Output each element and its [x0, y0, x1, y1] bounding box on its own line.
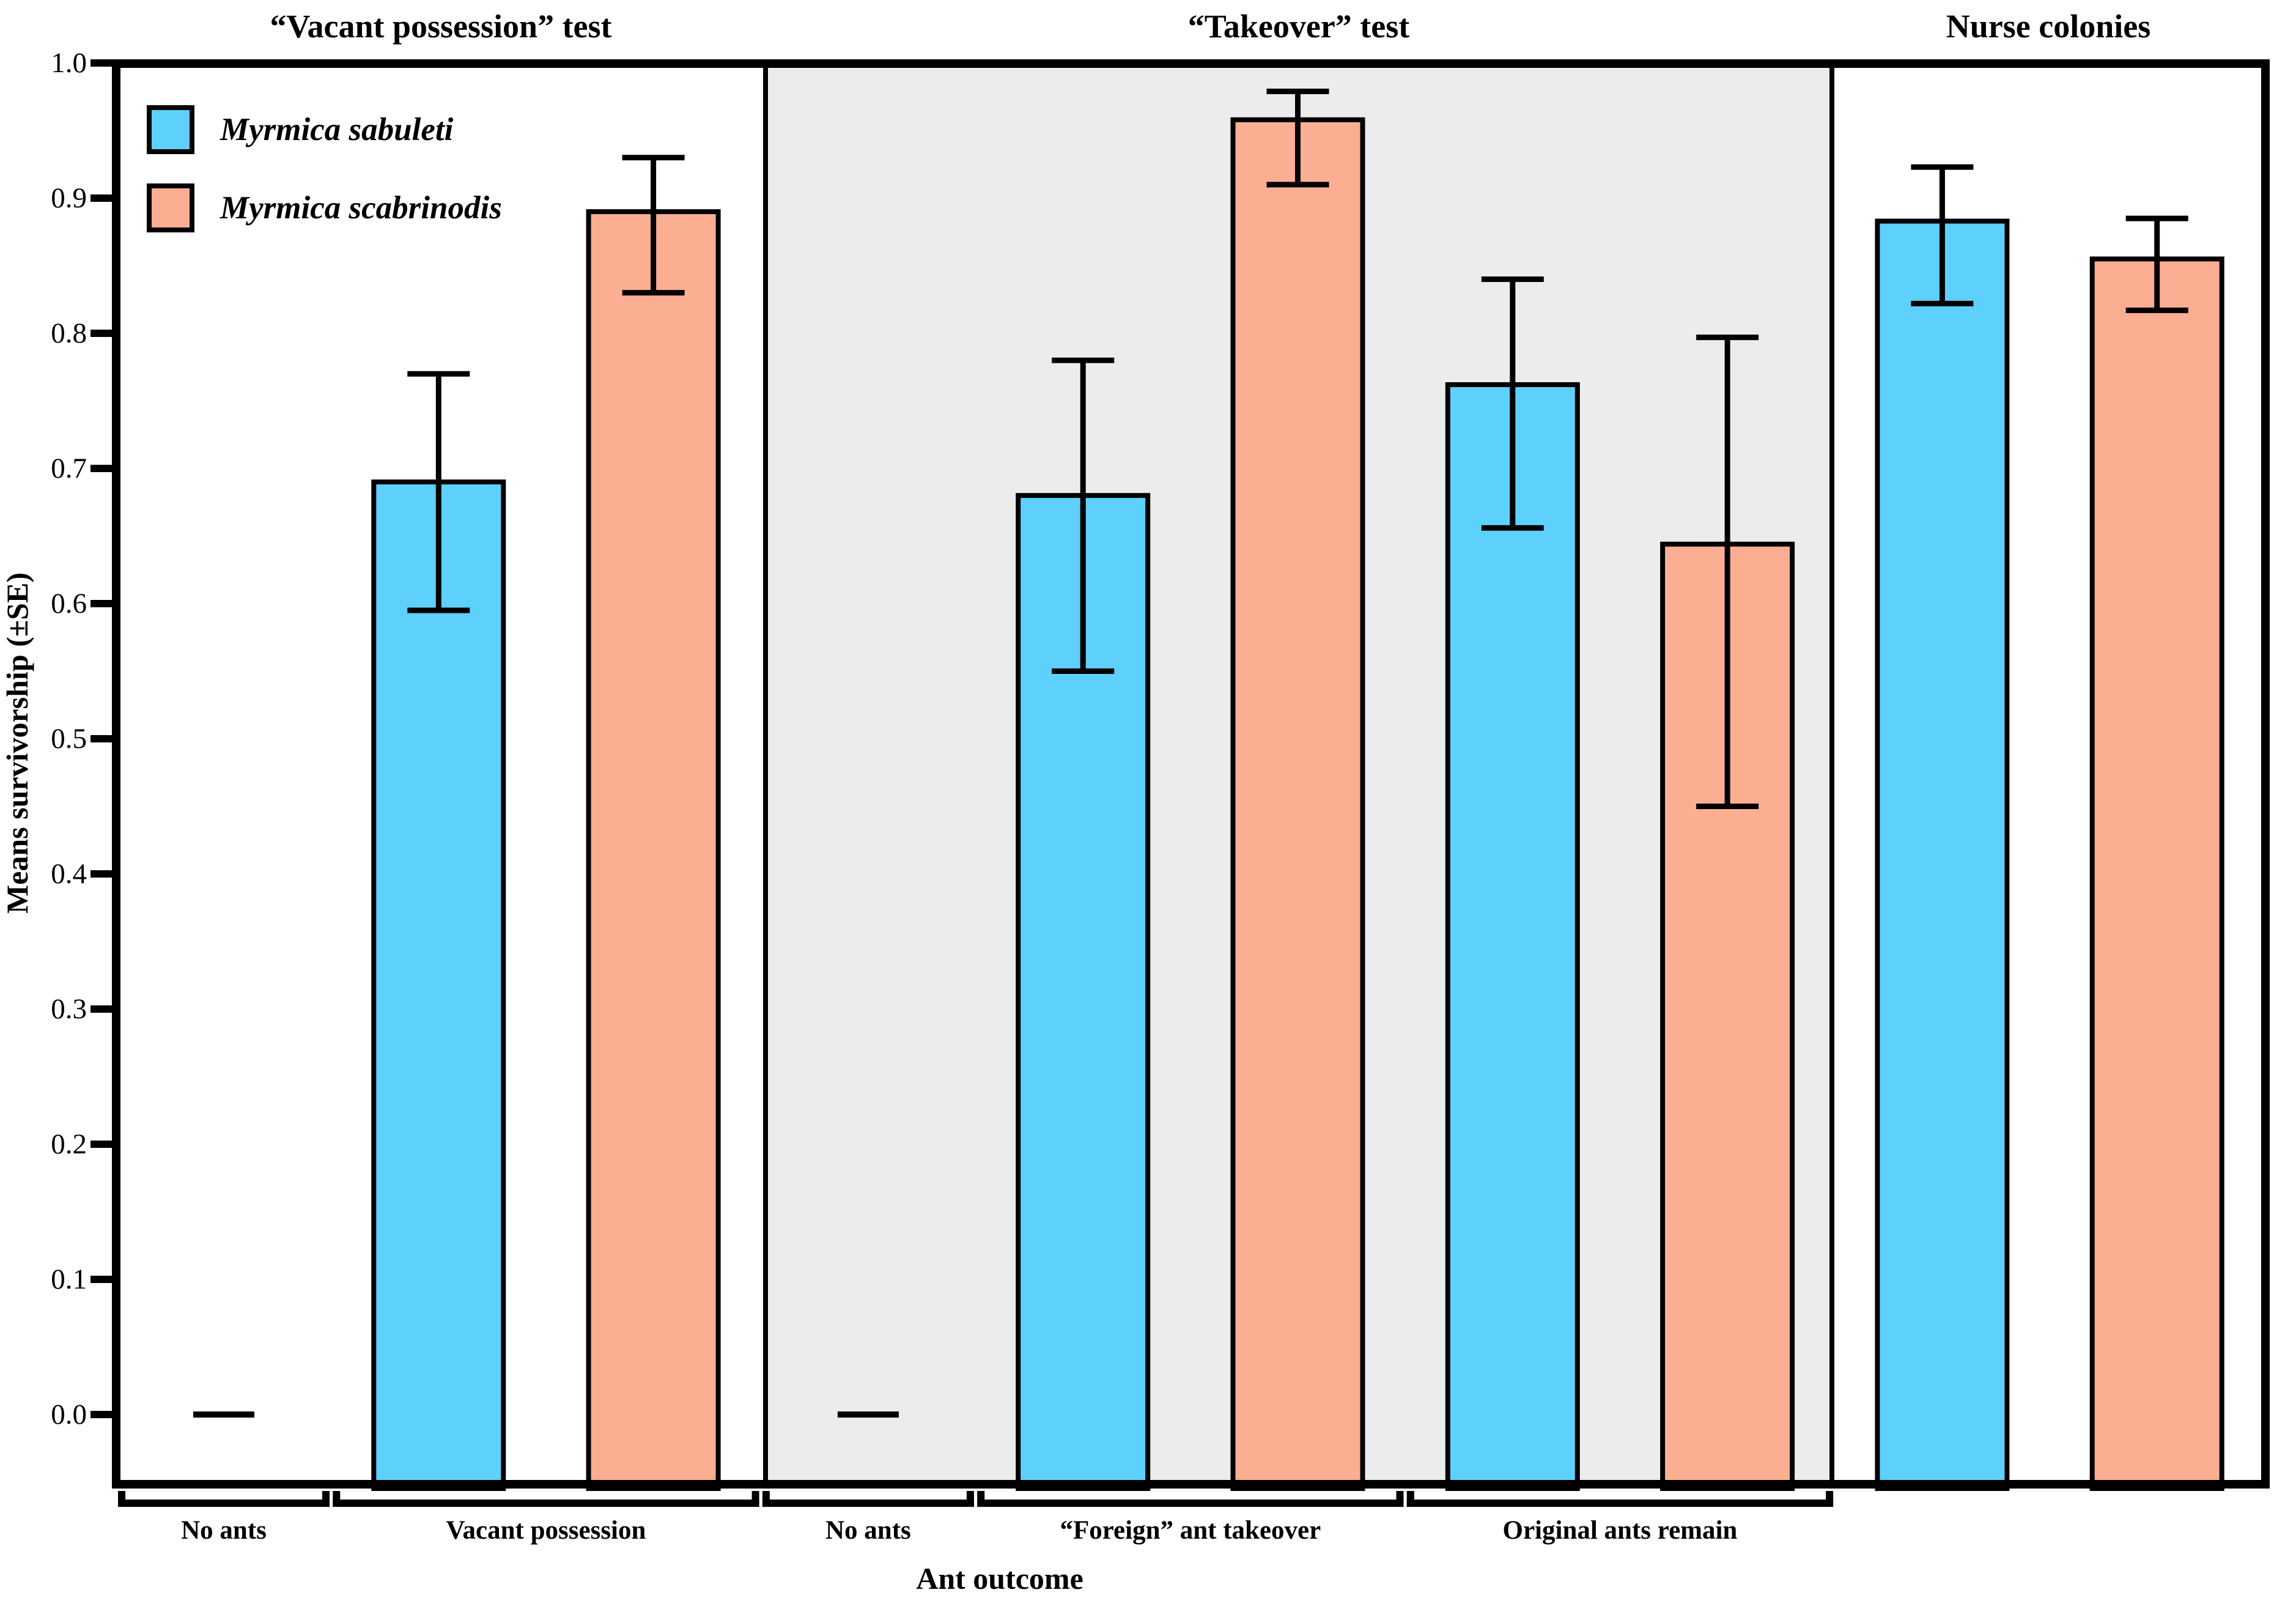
group-bracket-end [1396, 1491, 1404, 1507]
y-tick [90, 600, 116, 607]
panel-divider-right [1829, 64, 1834, 1484]
group-bracket-4 [1406, 1500, 1834, 1507]
legend-swatch-sabuleti [147, 105, 194, 154]
y-tick-label-0.3: 0.3 [51, 993, 87, 1025]
group-bracket-3 [977, 1500, 1404, 1507]
bar-scabrinodis-5 [2089, 256, 2224, 1492]
y-tick-label-0.6: 0.6 [51, 588, 87, 620]
zero-bar-2 [837, 1411, 899, 1418]
group-bracket-end [118, 1491, 125, 1507]
error-bar-cap-bottom [407, 607, 470, 613]
plot-frame-right [2261, 59, 2270, 1489]
panel-title-nurse-colonies: Nurse colonies [1946, 8, 2151, 45]
panel-title-takeover: “Takeover” test [1187, 8, 1410, 45]
error-bar-line [1295, 91, 1301, 185]
group-label-3: “Foreign” ant takeover [1060, 1516, 1321, 1545]
group-bracket-end [333, 1491, 341, 1507]
plot-frame-left [112, 59, 120, 1489]
error-bar-cap-bottom [622, 290, 685, 296]
y-tick-label-0.1: 0.1 [51, 1263, 87, 1295]
bar-scabrinodis-3 [1230, 117, 1365, 1491]
error-bar-cap-top [1052, 357, 1115, 363]
group-label-1: Vacant possession [446, 1516, 646, 1545]
legend-label-scabrinodis: Myrmica scabrinodis [220, 190, 502, 226]
group-bracket-end [977, 1491, 985, 1507]
y-tick [90, 1411, 116, 1418]
y-tick [90, 1276, 116, 1283]
y-tick [90, 870, 116, 878]
group-bracket-end [322, 1491, 330, 1507]
y-tick-label-1.0: 1.0 [51, 47, 87, 79]
y-tick-label-0.9: 0.9 [51, 182, 87, 214]
error-bar-cap-top [622, 155, 685, 161]
group-bracket-2 [762, 1500, 974, 1507]
error-bar-cap-bottom [1266, 182, 1329, 188]
legend-item-scabrinodis: Myrmica scabrinodis [147, 183, 502, 232]
y-tick-label-0.8: 0.8 [51, 317, 87, 349]
group-bracket-0 [118, 1500, 330, 1507]
error-bar-cap-top [407, 371, 470, 377]
group-bracket-end [762, 1491, 770, 1507]
group-bracket-end [751, 1491, 759, 1507]
group-bracket-1 [333, 1500, 759, 1507]
y-tick-label-0.5: 0.5 [51, 723, 87, 755]
error-bar-cap-top [1481, 276, 1544, 283]
y-tick [90, 59, 116, 67]
error-bar-cap-bottom [1052, 668, 1115, 674]
error-bar-cap-bottom [1911, 300, 1974, 306]
error-bar-cap-bottom [1481, 525, 1544, 531]
bar-sabuleti-1 [371, 479, 506, 1491]
y-tick [90, 194, 116, 202]
group-bracket-end [1826, 1491, 1834, 1507]
y-tick-label-0.2: 0.2 [51, 1128, 87, 1160]
bar-sabuleti-4 [1445, 382, 1580, 1491]
legend-item-sabuleti: Myrmica sabuleti [147, 105, 453, 154]
error-bar-cap-top [1911, 164, 1974, 170]
group-bracket-end [966, 1491, 974, 1507]
error-bar-cap-bottom [1696, 804, 1759, 809]
error-bar-cap-top [1266, 88, 1329, 94]
error-bar-line [651, 157, 657, 293]
group-bracket-end [1406, 1491, 1414, 1507]
panel-title-vacant-possession: “Vacant possession” test [270, 8, 612, 45]
group-label-4: Original ants remain [1502, 1516, 1738, 1545]
plot-frame-bottom [112, 1480, 2270, 1489]
error-bar-line [435, 374, 441, 611]
panel-divider-left [763, 64, 768, 1484]
y-tick-label-0.0: 0.0 [51, 1399, 87, 1430]
error-bar-line [1510, 279, 1516, 528]
error-bar-cap-top [1696, 335, 1759, 341]
error-bar-line [1724, 337, 1730, 807]
y-tick [90, 1005, 116, 1013]
y-tick-label-0.7: 0.7 [51, 453, 87, 484]
y-tick-label-0.4: 0.4 [51, 858, 87, 890]
y-tick [90, 330, 116, 337]
zero-bar-0 [193, 1411, 254, 1418]
error-bar-cap-bottom [2125, 307, 2188, 313]
group-label-2: No ants [825, 1516, 911, 1545]
legend-swatch-scabrinodis [147, 183, 194, 232]
y-tick [90, 465, 116, 472]
bar-scabrinodis-1 [586, 209, 721, 1491]
y-tick [90, 735, 116, 742]
bar-sabuleti-5 [1875, 218, 2010, 1491]
legend-label-sabuleti: Myrmica sabuleti [220, 112, 454, 147]
plot-frame-top [112, 59, 2270, 68]
error-bar-line [1939, 167, 1945, 304]
error-bar-line [2154, 218, 2160, 311]
y-tick [90, 1141, 116, 1148]
x-axis-title: Ant outcome [916, 1561, 1083, 1596]
error-bar-cap-top [2125, 215, 2188, 221]
group-label-0: No ants [181, 1516, 267, 1545]
error-bar-line [1080, 360, 1086, 671]
